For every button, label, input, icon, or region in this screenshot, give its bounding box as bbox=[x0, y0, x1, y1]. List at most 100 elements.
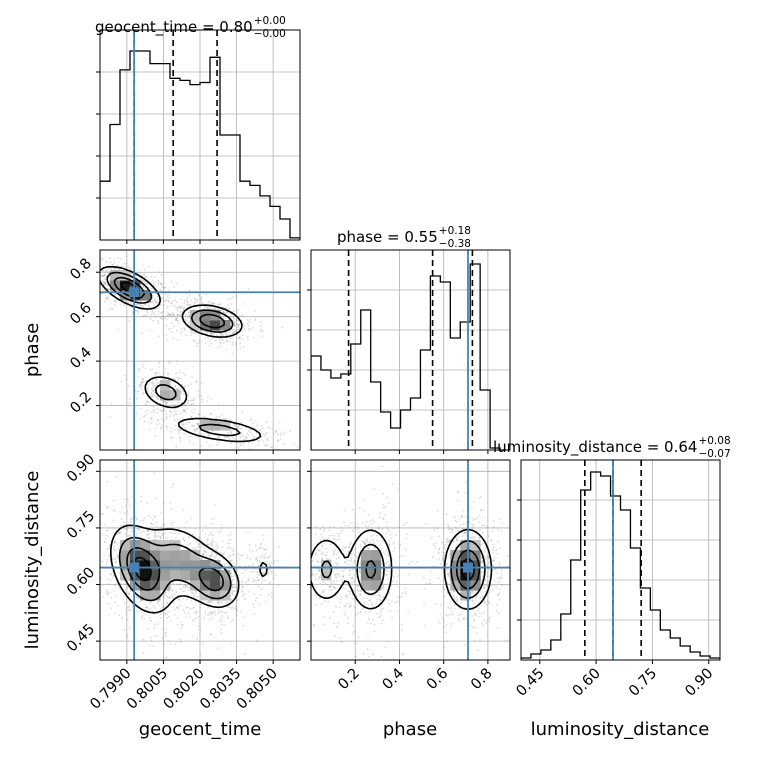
scatter-point bbox=[253, 319, 256, 321]
scatter-point bbox=[236, 427, 239, 430]
scatter-point bbox=[294, 549, 296, 551]
scatter-point bbox=[208, 344, 211, 347]
scatter-point bbox=[168, 640, 170, 642]
scatter-point bbox=[195, 342, 198, 345]
scatter-point bbox=[453, 595, 455, 598]
scatter-point bbox=[168, 362, 170, 365]
scatter-point bbox=[141, 615, 144, 617]
scatter-point bbox=[521, 559, 523, 561]
scatter-point bbox=[252, 571, 255, 573]
scatter-point bbox=[471, 536, 474, 539]
scatter-point bbox=[348, 593, 351, 596]
scatter-point bbox=[448, 554, 451, 556]
scatter-point bbox=[160, 536, 163, 538]
scatter-point bbox=[247, 564, 250, 567]
scatter-point bbox=[124, 304, 126, 306]
scatter-point bbox=[379, 599, 382, 602]
scatter-point bbox=[160, 512, 163, 514]
scatter-point bbox=[139, 383, 141, 386]
scatter-point bbox=[197, 413, 200, 416]
scatter-point bbox=[174, 385, 177, 387]
scatter-point bbox=[333, 549, 336, 552]
scatter-point bbox=[180, 307, 182, 310]
scatter-point bbox=[250, 428, 252, 431]
scatter-point bbox=[261, 579, 264, 582]
scatter-point bbox=[192, 411, 195, 414]
scatter-point bbox=[492, 564, 494, 567]
scatter-point bbox=[445, 624, 448, 626]
scatter-point bbox=[438, 548, 441, 550]
scatter-point bbox=[471, 590, 473, 592]
scatter-point bbox=[154, 298, 157, 300]
scatter-point bbox=[322, 580, 324, 583]
scatter-point bbox=[382, 518, 385, 520]
scatter-point bbox=[184, 539, 186, 542]
scatter-point bbox=[208, 611, 211, 614]
scatter-point bbox=[389, 610, 392, 612]
scatter-point bbox=[130, 306, 133, 309]
scatter-point bbox=[129, 609, 132, 612]
scatter-point bbox=[157, 534, 160, 537]
scatter-point bbox=[137, 529, 140, 532]
scatter-point bbox=[396, 576, 399, 578]
scatter-point bbox=[109, 607, 112, 610]
scatter-point bbox=[207, 539, 210, 542]
scatter-point bbox=[428, 582, 431, 584]
scatter-point bbox=[464, 531, 466, 534]
scatter-point bbox=[139, 278, 142, 281]
scatter-point bbox=[168, 315, 171, 318]
scatter-point bbox=[221, 333, 224, 335]
scatter-point bbox=[197, 595, 200, 598]
scatter-point bbox=[368, 611, 371, 613]
scatter-point bbox=[196, 428, 199, 431]
scatter-point bbox=[151, 395, 153, 397]
scatter-point bbox=[220, 628, 223, 631]
scatter-point bbox=[154, 435, 157, 437]
scatter-point bbox=[157, 307, 160, 310]
scatter-point bbox=[230, 442, 232, 445]
scatter-point bbox=[125, 265, 128, 268]
scatter-point bbox=[373, 487, 376, 490]
scatter-point bbox=[195, 300, 198, 302]
density-cell bbox=[140, 570, 151, 581]
scatter-point bbox=[214, 307, 216, 309]
density-cell bbox=[150, 560, 161, 571]
scatter-point bbox=[183, 427, 186, 429]
scatter-point bbox=[265, 444, 268, 447]
scatter-point bbox=[232, 593, 235, 596]
scatter-point bbox=[143, 415, 145, 418]
scatter-point bbox=[347, 617, 350, 620]
scatter-point bbox=[222, 334, 225, 337]
scatter-point bbox=[208, 301, 211, 304]
scatter-point bbox=[358, 568, 361, 570]
density-cell bbox=[200, 560, 211, 571]
scatter-point bbox=[227, 298, 230, 301]
scatter-point bbox=[486, 575, 489, 578]
scatter-point bbox=[230, 621, 232, 623]
scatter-point bbox=[154, 635, 157, 637]
scatter-point bbox=[483, 600, 486, 603]
scatter-point bbox=[170, 531, 173, 534]
scatter-point bbox=[329, 617, 331, 619]
scatter-point bbox=[160, 317, 163, 320]
scatter-point bbox=[144, 410, 147, 413]
scatter-point bbox=[458, 607, 461, 610]
scatter-point bbox=[128, 593, 131, 596]
scatter-point bbox=[277, 575, 279, 577]
scatter-point bbox=[492, 589, 494, 592]
scatter-point bbox=[116, 554, 118, 556]
scatter-point bbox=[284, 511, 286, 513]
scatter-point bbox=[236, 426, 239, 429]
scatter-point bbox=[210, 540, 213, 542]
scatter-point bbox=[355, 555, 358, 557]
scatter-point bbox=[456, 538, 458, 541]
scatter-point bbox=[267, 426, 269, 428]
scatter-point bbox=[154, 372, 157, 375]
scatter-point bbox=[137, 375, 140, 378]
scatter-point bbox=[225, 418, 228, 421]
scatter-point bbox=[159, 409, 162, 411]
scatter-point bbox=[518, 558, 520, 560]
scatter-point bbox=[264, 579, 267, 582]
scatter-point bbox=[398, 596, 401, 599]
scatter-point bbox=[154, 373, 157, 376]
